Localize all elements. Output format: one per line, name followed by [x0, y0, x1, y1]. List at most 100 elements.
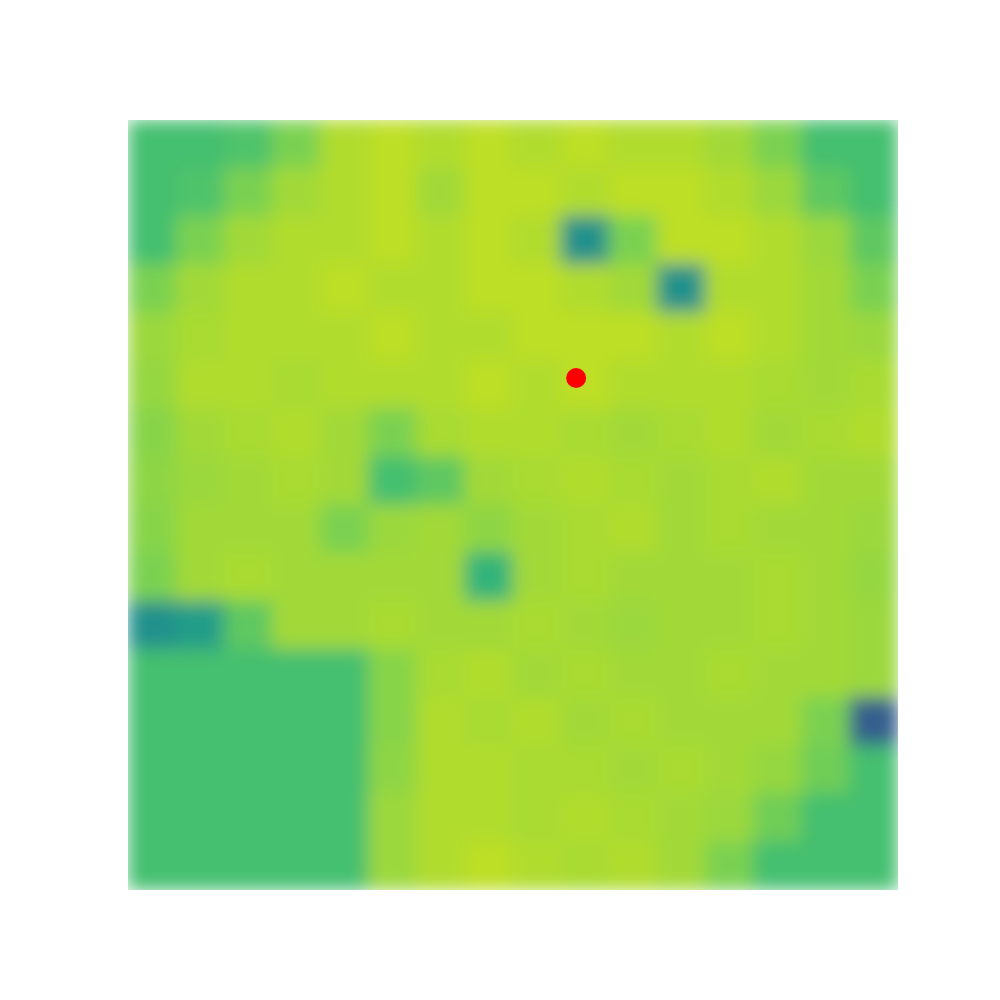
heatmap-cell — [753, 120, 802, 169]
heatmap-cell — [368, 841, 417, 890]
heatmap-cell — [705, 216, 754, 265]
heatmap-cell — [416, 601, 465, 650]
heatmap-cell — [609, 841, 658, 890]
heatmap-cell — [128, 312, 177, 361]
heatmap-cell — [272, 216, 321, 265]
heatmap-cell — [657, 408, 706, 457]
heatmap-cell — [705, 649, 754, 698]
heatmap-cell — [272, 264, 321, 313]
heatmap-cell — [272, 408, 321, 457]
heatmap-cell — [513, 168, 562, 217]
heatmap-cell — [320, 793, 369, 842]
heatmap-cell — [176, 312, 225, 361]
heatmap-cell — [224, 745, 273, 794]
heatmap-cell — [464, 745, 513, 794]
heatmap-cell — [609, 408, 658, 457]
heatmap-cell — [609, 168, 658, 217]
heatmap-cell — [176, 456, 225, 505]
heatmap-cell — [176, 697, 225, 746]
heatmap-cell — [368, 360, 417, 409]
heatmap-cell — [128, 360, 177, 409]
heatmap-cell — [801, 553, 850, 602]
heatmap-cell — [224, 456, 273, 505]
heatmap-cell — [657, 793, 706, 842]
heatmap-cell — [753, 649, 802, 698]
heatmap-cell — [561, 793, 610, 842]
heatmap-cell — [320, 745, 369, 794]
heatmap-cell — [657, 649, 706, 698]
heatmap-cell — [657, 745, 706, 794]
point-marker — [566, 368, 586, 388]
heatmap-cell — [513, 505, 562, 554]
heatmap-cell — [128, 120, 177, 169]
heatmap-cell — [464, 553, 513, 602]
heatmap-cell — [368, 601, 417, 650]
heatmap-cell — [561, 649, 610, 698]
heatmap-cell — [849, 216, 898, 265]
heatmap-cell — [849, 408, 898, 457]
heatmap-cell — [657, 312, 706, 361]
heatmap-cell — [705, 456, 754, 505]
heatmap-cell — [513, 312, 562, 361]
heatmap-cell — [849, 120, 898, 169]
heatmap-cell — [561, 216, 610, 265]
heatmap-cell — [368, 649, 417, 698]
heatmap-cell — [416, 841, 465, 890]
heatmap-cell — [416, 360, 465, 409]
heatmap-cell — [320, 505, 369, 554]
heatmap-cell — [272, 649, 321, 698]
heatmap-cell — [176, 216, 225, 265]
heatmap-cell — [801, 505, 850, 554]
heatmap-cell — [753, 697, 802, 746]
heatmap-cell — [368, 168, 417, 217]
heatmap-cell — [128, 601, 177, 650]
heatmap-cell — [416, 120, 465, 169]
heatmap-cell — [416, 216, 465, 265]
heatmap-cell — [849, 601, 898, 650]
heatmap-cell — [561, 697, 610, 746]
heatmap-cell — [801, 841, 850, 890]
heatmap-cell — [561, 312, 610, 361]
heatmap-cell — [849, 793, 898, 842]
heatmap-cell — [176, 264, 225, 313]
heatmap-cell — [464, 793, 513, 842]
heatmap-cell — [128, 408, 177, 457]
heatmap-cell — [224, 264, 273, 313]
heatmap-cell — [272, 841, 321, 890]
heatmap-cell — [464, 360, 513, 409]
heatmap-cell — [464, 841, 513, 890]
heatmap-cell — [513, 120, 562, 169]
heatmap-cell — [705, 793, 754, 842]
heatmap-cell — [176, 408, 225, 457]
heatmap-cell — [705, 120, 754, 169]
heatmap-cell — [368, 553, 417, 602]
heatmap-cell — [128, 456, 177, 505]
heatmap-cell — [416, 649, 465, 698]
heatmap-cell — [368, 408, 417, 457]
heatmap-cell — [320, 841, 369, 890]
heatmap-cell — [753, 168, 802, 217]
heatmap-cell — [561, 168, 610, 217]
heatmap-cell — [176, 601, 225, 650]
heatmap-cell — [224, 120, 273, 169]
heatmap-cell — [464, 601, 513, 650]
heatmap-cell — [753, 553, 802, 602]
heatmap-cell — [705, 601, 754, 650]
heatmap-cell — [705, 505, 754, 554]
heatmap-cell — [705, 745, 754, 794]
heatmap-cell — [224, 601, 273, 650]
heatmap-cell — [513, 745, 562, 794]
heatmap-cell — [657, 553, 706, 602]
heatmap-cell — [705, 697, 754, 746]
heatmap-cell — [705, 312, 754, 361]
heatmap-cell — [128, 697, 177, 746]
heatmap-cell — [801, 697, 850, 746]
heatmap-cell — [513, 456, 562, 505]
heatmap-cell — [657, 360, 706, 409]
heatmap-cell — [561, 264, 610, 313]
heatmap-cell — [801, 120, 850, 169]
heatmap-cell — [609, 456, 658, 505]
heatmap-cell — [224, 697, 273, 746]
heatmap-cell — [561, 456, 610, 505]
heatmap-cell — [272, 601, 321, 650]
